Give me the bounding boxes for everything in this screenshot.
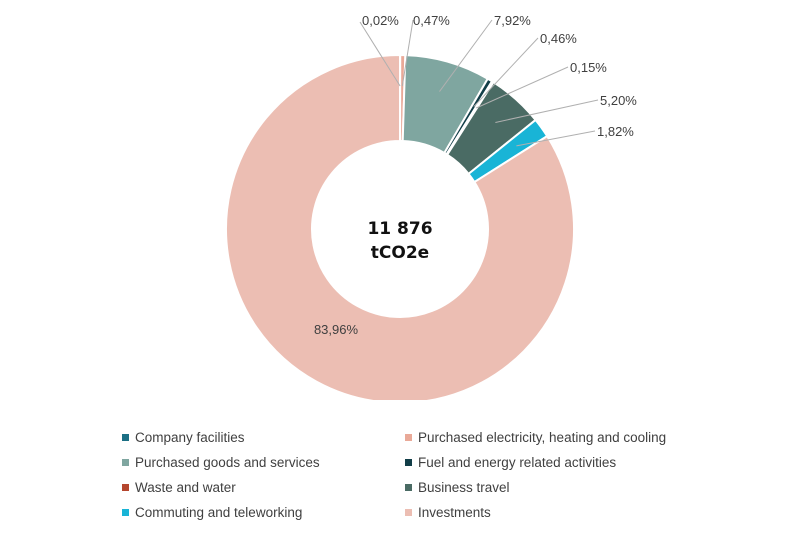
slice-labels: 0,02% 0,47% 7,92% 0,46% 0,15% 5,20% 1,82% 83,96… bbox=[314, 13, 637, 337]
slice-investments bbox=[225, 53, 575, 400]
legend-item-investments: Investments bbox=[405, 505, 491, 520]
leader-line-commuting-and-teleworking bbox=[516, 130, 596, 147]
center-total-value: 11 876 bbox=[367, 219, 432, 239]
leader-line-business-travel bbox=[495, 99, 599, 123]
legend-swatch bbox=[405, 459, 412, 466]
legend-item-waste-and-water: Waste and water bbox=[122, 480, 236, 495]
leader-lines bbox=[359, 19, 599, 147]
legend-item-purchased-electricity-heating-and-cooling: Purchased electricity, heating and cooli… bbox=[405, 430, 666, 445]
legend-item-commuting-and-teleworking: Commuting and teleworking bbox=[122, 505, 302, 520]
legend-label: Waste and water bbox=[135, 480, 236, 495]
legend-swatch bbox=[122, 434, 129, 441]
leader-line-purchased-goods-and-services bbox=[439, 19, 493, 92]
leader-line-purchased-electricity-heating-and-cooling bbox=[401, 19, 414, 87]
legend-item-fuel-and-energy-related-activities: Fuel and energy related activities bbox=[405, 455, 616, 470]
chart-legend: Company facilities Purchased electricity,… bbox=[0, 430, 800, 537]
legend-label: Investments bbox=[418, 505, 491, 520]
slice-label-commuting-and-teleworking: 1,82% bbox=[597, 124, 634, 139]
center-total-unit: tCO2e bbox=[371, 243, 429, 263]
legend-label: Purchased electricity, heating and cooli… bbox=[418, 430, 667, 445]
legend-item-business-travel: Business travel bbox=[405, 480, 510, 495]
slice-label-fuel-and-energy-related-activities: 0,46% bbox=[540, 31, 577, 46]
slice-label-business-travel: 5,20% bbox=[600, 93, 637, 108]
donut-chart: 0,02% 0,47% 7,92% 0,46% 0,15% 5,20% 1,82% 83,96… bbox=[225, 13, 637, 400]
slice-label-waste-and-water: 0,15% bbox=[570, 60, 607, 75]
legend-swatch bbox=[405, 484, 412, 491]
slice-label-purchased-goods-and-services: 7,92% bbox=[494, 13, 531, 28]
legend-swatch bbox=[405, 434, 412, 441]
legend-label: Business travel bbox=[418, 480, 510, 495]
leader-line-fuel-and-energy-related-activities bbox=[473, 37, 539, 107]
legend-label: Fuel and energy related activities bbox=[418, 455, 617, 470]
legend-item-company-facilities: Company facilities bbox=[122, 430, 245, 445]
legend-item-purchased-goods-and-services: Purchased goods and services bbox=[122, 455, 320, 470]
slice-label-company-facilities: 0,02% bbox=[362, 13, 399, 28]
legend-swatch bbox=[122, 484, 129, 491]
legend-label: Company facilities bbox=[135, 430, 245, 445]
legend-swatch bbox=[405, 509, 412, 516]
slice-label-purchased-electricity-heating-and-cooling: 0,47% bbox=[413, 13, 450, 28]
legend-swatch bbox=[122, 459, 129, 466]
leader-line-company-facilities bbox=[359, 21, 401, 87]
legend-label: Purchased goods and services bbox=[135, 455, 320, 470]
legend-swatch bbox=[122, 509, 129, 516]
leader-line-waste-and-water bbox=[476, 66, 569, 109]
donut-slices bbox=[225, 53, 575, 400]
slice-label-investments: 83,96% bbox=[314, 322, 359, 337]
legend-label: Commuting and teleworking bbox=[135, 505, 303, 520]
